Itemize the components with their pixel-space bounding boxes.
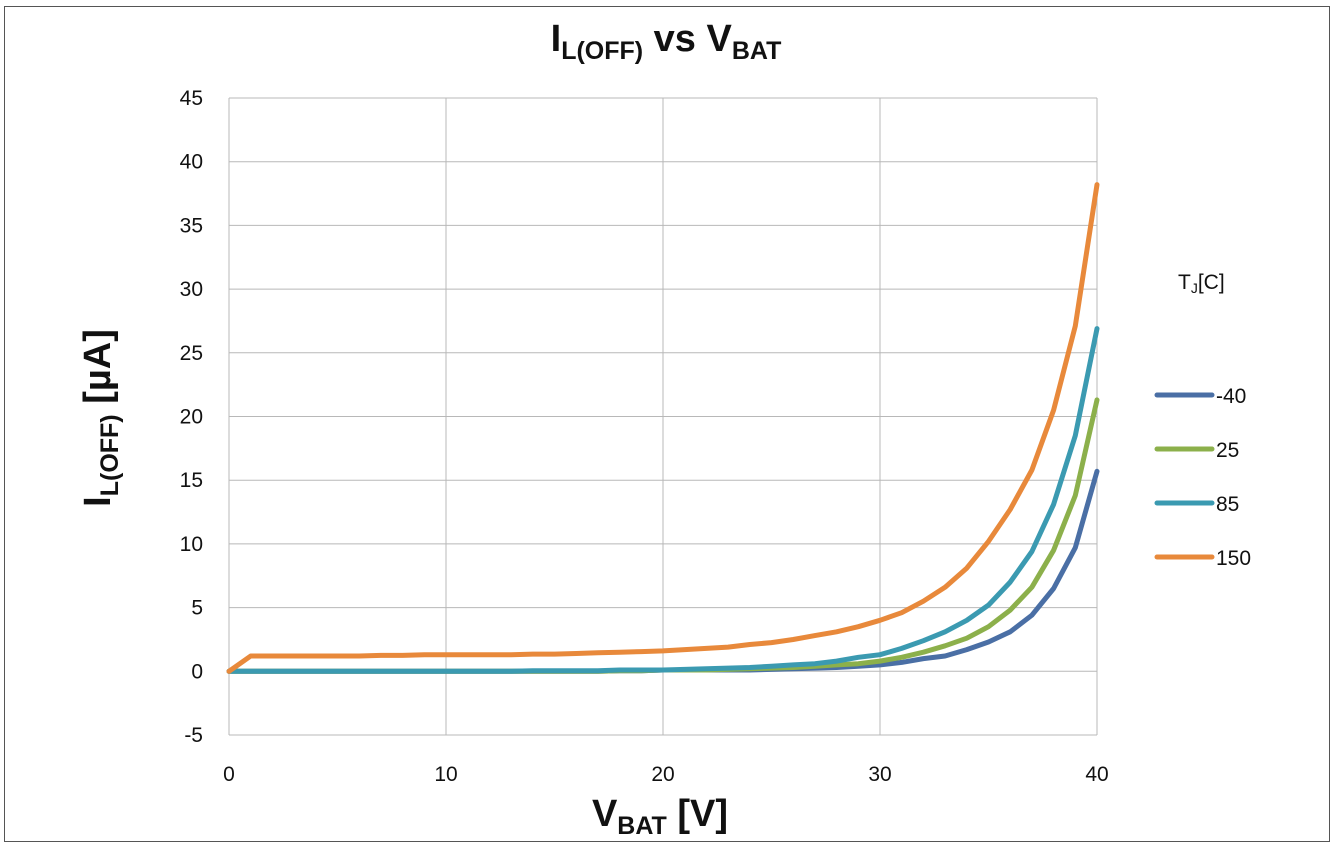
x-tick-label: 20 [651, 763, 674, 786]
y-tick-label: 10 [180, 533, 203, 556]
legend-title-subscript: J [1191, 280, 1198, 296]
x-axis-label: VBAT [V] [592, 793, 728, 835]
legend-label--40: -40 [1216, 385, 1246, 408]
legend-title-main: T [1178, 271, 1191, 294]
y-axis-ticks: -5 0 5 10 15 20 25 30 35 40 45 [180, 87, 203, 747]
x-axis-label-subscript: BAT [617, 812, 667, 835]
y-tick-label: 15 [180, 469, 203, 492]
x-tick-label: 40 [1085, 763, 1108, 786]
legend: -40 25 85 150 [1154, 385, 1251, 570]
chart-title: IL(OFF) vs VBAT [551, 18, 782, 65]
chart-title-main: I [551, 18, 562, 60]
legend-title: TJ[C] [1178, 271, 1225, 296]
x-tick-label: 30 [868, 763, 891, 786]
series-line-85 [226, 326, 1100, 674]
y-tick-label: 35 [180, 214, 203, 237]
y-tick-label: -5 [184, 724, 203, 747]
y-tick-label: 20 [180, 406, 203, 429]
y-axis-label: IL(OFF) [µA] [77, 329, 124, 507]
x-axis-ticks: 0 10 20 30 40 [223, 763, 1109, 786]
y-tick-label: 5 [191, 597, 203, 620]
y-axis-label-main: I [77, 496, 119, 507]
series-layer [226, 182, 1100, 674]
legend-label-150: 150 [1216, 547, 1251, 570]
y-tick-label: 45 [180, 87, 203, 110]
y-tick-label: 0 [191, 660, 203, 683]
x-axis-label-rest: [V] [667, 793, 728, 835]
chart-title-subscript-2: BAT [732, 37, 782, 65]
legend-label-25: 25 [1216, 439, 1239, 462]
series-line-150 [226, 182, 1100, 674]
y-axis-label-rest: [µA] [77, 329, 119, 414]
legend-label-85: 85 [1216, 493, 1239, 516]
x-axis-label-main: V [592, 793, 618, 835]
x-tick-label: 0 [223, 763, 235, 786]
chart-frame [4, 6, 1330, 842]
legend-title-rest: [C] [1198, 271, 1225, 294]
y-tick-label: 25 [180, 342, 203, 365]
y-tick-label: 40 [180, 151, 203, 174]
chart-title-mid: vs V [643, 18, 732, 60]
y-tick-label: 30 [180, 278, 203, 301]
y-axis-label-subscript: L(OFF) [96, 414, 124, 496]
chart-title-subscript: L(OFF) [561, 37, 643, 65]
x-tick-label: 10 [434, 763, 457, 786]
